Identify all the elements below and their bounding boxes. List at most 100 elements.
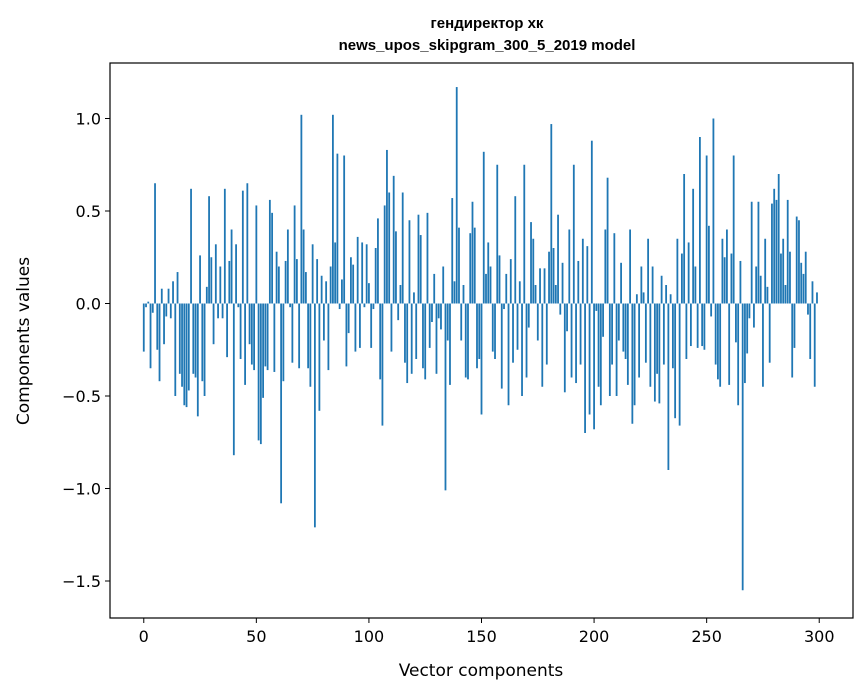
- bar: [615, 303, 618, 396]
- bar: [268, 199, 271, 304]
- bar: [507, 303, 510, 406]
- bar: [773, 188, 776, 304]
- bar: [795, 216, 798, 304]
- bar: [363, 303, 366, 308]
- bar: [759, 275, 762, 304]
- bar: [750, 201, 753, 304]
- y-tick-label: 1.0: [76, 110, 101, 129]
- bar: [280, 303, 283, 504]
- bar: [500, 303, 503, 389]
- bar: [316, 259, 319, 304]
- bar: [816, 292, 818, 304]
- bar: [570, 303, 573, 378]
- bar: [478, 303, 481, 359]
- y-axis-ticks: −1.5 −1.0 −0.5 0.0 0.5 1.0: [62, 110, 110, 591]
- y-tick-label: 0.0: [76, 295, 101, 314]
- bar: [577, 260, 580, 304]
- bar: [536, 303, 539, 341]
- bar: [338, 303, 341, 310]
- bar: [435, 303, 438, 374]
- bar: [190, 188, 192, 304]
- bar: [624, 303, 627, 359]
- bar: [633, 303, 636, 406]
- bar: [239, 303, 242, 359]
- bar: [226, 303, 228, 358]
- bar: [764, 238, 767, 304]
- bar: [793, 303, 796, 348]
- bar: [145, 303, 147, 308]
- bar: [406, 303, 409, 384]
- bar: [617, 303, 620, 341]
- bar: [683, 174, 686, 304]
- bar: [455, 87, 458, 304]
- bar: [777, 174, 780, 304]
- bar: [554, 285, 557, 304]
- bar: [561, 262, 564, 304]
- x-tick-label: 300: [804, 627, 835, 646]
- bar: [545, 303, 548, 365]
- bar: [426, 212, 429, 304]
- bar: [723, 257, 726, 304]
- bar: [192, 303, 195, 374]
- bar: [379, 303, 382, 380]
- bar: [449, 303, 451, 385]
- bar: [264, 303, 267, 367]
- bar: [381, 303, 384, 426]
- bar: [791, 303, 794, 378]
- bar: [343, 155, 346, 304]
- bar: [667, 303, 670, 470]
- bar: [505, 273, 508, 304]
- bar: [221, 303, 224, 319]
- bar: [503, 303, 505, 310]
- bar: [431, 303, 433, 322]
- bar: [334, 242, 337, 304]
- bar: [244, 303, 246, 385]
- bar: [608, 303, 611, 396]
- bar: [246, 183, 249, 304]
- bar: [370, 303, 373, 348]
- bar: [165, 303, 168, 317]
- bar: [597, 303, 600, 387]
- bar: [368, 283, 370, 304]
- bar: [471, 201, 474, 304]
- bar: [309, 303, 312, 387]
- bar: [217, 303, 219, 319]
- bar: [534, 285, 537, 304]
- bar: [183, 303, 186, 406]
- bar: [359, 303, 361, 348]
- bar: [798, 220, 800, 304]
- bar: [599, 303, 602, 406]
- bar: [631, 303, 634, 424]
- bar: [559, 303, 562, 315]
- bar: [701, 303, 704, 347]
- bar: [635, 294, 638, 304]
- bar: [581, 238, 584, 304]
- bar: [489, 266, 492, 304]
- bar: [147, 301, 150, 304]
- bar: [156, 303, 159, 350]
- bar: [350, 257, 352, 304]
- bar: [541, 303, 544, 387]
- bar: [397, 303, 400, 321]
- bar: [271, 212, 274, 304]
- bar: [480, 303, 483, 415]
- bar: [383, 205, 386, 304]
- bar: [228, 260, 231, 304]
- bar: [575, 303, 577, 384]
- bar: [444, 303, 447, 491]
- bar: [721, 238, 724, 304]
- bar: [248, 303, 251, 345]
- bar: [552, 248, 555, 304]
- bar: [613, 233, 616, 304]
- bar: [293, 205, 296, 304]
- bar: [199, 255, 201, 304]
- bar: [579, 303, 582, 365]
- bar: [219, 266, 222, 304]
- bar: [789, 251, 791, 304]
- bar: [462, 285, 465, 304]
- bar: [440, 303, 442, 330]
- bar: [419, 235, 422, 304]
- bar: [196, 303, 199, 417]
- bar: [329, 266, 332, 304]
